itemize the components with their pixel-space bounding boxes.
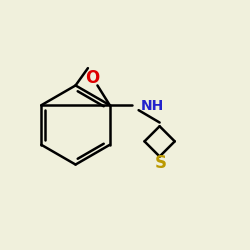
Text: O: O: [86, 69, 100, 87]
Text: S: S: [155, 154, 167, 172]
Text: NH: NH: [141, 100, 164, 114]
